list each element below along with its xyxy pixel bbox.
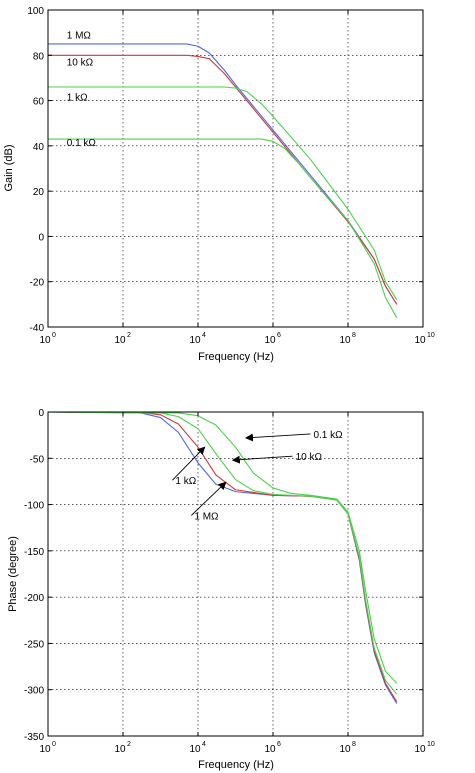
phase-axes-box bbox=[47, 411, 424, 737]
phase-x-tick-exponent: 2 bbox=[127, 741, 131, 748]
phase-annotation-arrow bbox=[172, 446, 206, 481]
gain-x-tick-base: 10 bbox=[189, 335, 201, 346]
phase-annotation-label: 0.1 kΩ bbox=[313, 430, 343, 441]
phase-x-axis-label: Frequency (Hz) bbox=[198, 759, 274, 771]
gain-x-ticks: 10 0 10 2 10 4 10 6 10 8 10 10 bbox=[39, 10, 435, 346]
gain-x-tick-exponent: 8 bbox=[352, 332, 356, 339]
phase-x-tick-exponent: 10 bbox=[427, 741, 435, 748]
phase-x-tick-base: 10 bbox=[39, 744, 51, 755]
gain-x-tick-exponent: 4 bbox=[202, 332, 206, 339]
gain-y-tick-label: 20 bbox=[33, 187, 45, 198]
gain-series-line-1 bbox=[48, 54, 398, 305]
phase-x-tick-base: 10 bbox=[339, 744, 351, 755]
gain-y-axis-label: Gain (dB) bbox=[3, 144, 15, 191]
gain-y-ticks: -40 -20 0 20 40 60 80 100 bbox=[27, 6, 423, 334]
phase-series-line-3 bbox=[47, 411, 398, 684]
gain-grid bbox=[48, 10, 423, 327]
phase-y-tick-label: -250 bbox=[24, 639, 44, 650]
gain-y-tick-label: 0 bbox=[38, 232, 44, 243]
phase-annotation-arrow bbox=[231, 455, 293, 464]
gain-x-tick-base: 10 bbox=[414, 335, 426, 346]
phase-y-tick-label: -50 bbox=[30, 454, 45, 465]
phase-annotation-label: 1 MΩ bbox=[194, 511, 219, 522]
gain-axes-box bbox=[47, 9, 424, 328]
gain-annotation-label: 10 kΩ bbox=[67, 57, 94, 68]
gain-plot-area bbox=[48, 10, 423, 327]
gain-x-axis-label: Frequency (Hz) bbox=[198, 351, 274, 363]
phase-annotation-arrow bbox=[244, 433, 311, 442]
phase-y-tick-label: -150 bbox=[24, 547, 44, 558]
gain-annotation-label: 0.1 kΩ bbox=[67, 138, 97, 149]
gain-x-tick-exponent: 2 bbox=[127, 332, 131, 339]
gain-x-tick-exponent: 0 bbox=[52, 332, 56, 339]
phase-series bbox=[47, 411, 398, 704]
gain-annotation-label: 1 kΩ bbox=[67, 93, 88, 104]
phase-y-tick-label: -100 bbox=[24, 501, 44, 512]
gain-x-tick-exponent: 10 bbox=[427, 332, 435, 339]
phase-series-line-2 bbox=[47, 411, 398, 695]
phase-x-tick-base: 10 bbox=[189, 744, 201, 755]
gain-annotation-label: 1 MΩ bbox=[67, 30, 92, 41]
gain-x-tick-base: 10 bbox=[339, 335, 351, 346]
gain-y-tick-label: 100 bbox=[27, 6, 44, 17]
phase-x-ticks: 10 0 10 2 10 4 10 6 10 8 10 10 bbox=[39, 412, 435, 755]
gain-x-tick-base: 10 bbox=[39, 335, 51, 346]
phase-annotations: 0.1 kΩ 10 kΩ 1 kΩ 1 MΩ bbox=[172, 430, 343, 522]
gain-y-tick-label: 60 bbox=[33, 97, 45, 108]
phase-x-tick-exponent: 4 bbox=[202, 741, 206, 748]
phase-annotation-arrow bbox=[191, 481, 227, 516]
gain-series-line-3 bbox=[48, 138, 398, 319]
phase-annotation-label: 10 kΩ bbox=[296, 452, 323, 463]
gain-series bbox=[48, 43, 398, 319]
gain-y-tick-label: 40 bbox=[33, 142, 45, 153]
phase-grid bbox=[48, 412, 423, 736]
phase-y-tick-label: -350 bbox=[24, 732, 44, 743]
phase-y-ticks: -350 -300 -250 -200 -150 -100 -50 0 bbox=[24, 408, 423, 743]
phase-x-tick-exponent: 8 bbox=[352, 741, 356, 748]
gain-x-tick-base: 10 bbox=[114, 335, 126, 346]
phase-y-tick-label: -300 bbox=[24, 686, 44, 697]
gain-y-tick-label: 80 bbox=[33, 51, 45, 62]
gain-series-line-2 bbox=[48, 86, 398, 301]
phase-x-tick-base: 10 bbox=[414, 744, 426, 755]
gain-y-tick-label: -40 bbox=[30, 323, 45, 334]
gain-y-tick-label: -20 bbox=[30, 278, 45, 289]
phase-x-tick-exponent: 6 bbox=[277, 741, 281, 748]
phase-chart: -350-300-250-200-150-100-500 10 0 10 2 10 4 10… bbox=[7, 408, 435, 771]
phase-y-axis-label: Phase (degree) bbox=[7, 536, 19, 612]
phase-annotation-label: 1 kΩ bbox=[175, 476, 196, 487]
phase-x-tick-base: 10 bbox=[264, 744, 276, 755]
phase-y-tick-label: 0 bbox=[38, 408, 44, 419]
phase-x-tick-base: 10 bbox=[114, 744, 126, 755]
phase-x-tick-exponent: 0 bbox=[52, 741, 56, 748]
gain-annotations: 1 MΩ 10 kΩ 1 kΩ 0.1 kΩ bbox=[67, 30, 97, 149]
gain-x-tick-base: 10 bbox=[264, 335, 276, 346]
phase-y-tick-label: -200 bbox=[24, 593, 44, 604]
phase-plot-area bbox=[48, 412, 423, 736]
gain-x-tick-exponent: 6 bbox=[277, 332, 281, 339]
